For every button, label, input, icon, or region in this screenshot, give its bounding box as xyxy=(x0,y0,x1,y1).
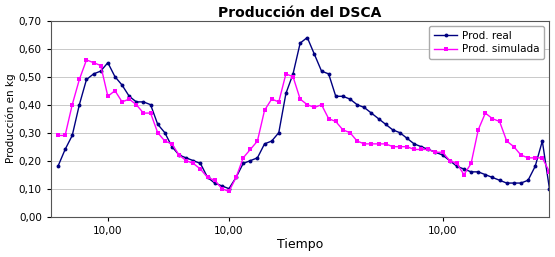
Prod. simulada xyxy=(211,179,218,182)
Line: Prod. real: Prod. real xyxy=(56,35,551,191)
Prod. real xyxy=(340,95,346,98)
Prod. simulada xyxy=(546,170,553,173)
Prod. simulada xyxy=(275,100,282,103)
Prod. simulada xyxy=(126,98,133,101)
Prod. real xyxy=(204,176,211,179)
Line: Prod. simulada: Prod. simulada xyxy=(56,58,552,194)
Prod. real xyxy=(54,165,61,168)
Prod. real xyxy=(304,36,311,39)
Prod. simulada xyxy=(489,117,496,120)
Prod. simulada xyxy=(340,128,346,131)
Prod. simulada xyxy=(176,153,183,157)
Title: Producción del DSCA: Producción del DSCA xyxy=(219,6,382,20)
Prod. simulada xyxy=(54,134,61,137)
Prod. real xyxy=(225,187,232,190)
Prod. real xyxy=(169,145,175,148)
Prod. simulada xyxy=(225,190,232,193)
Y-axis label: Producción en kg: Producción en kg xyxy=(6,74,16,163)
Prod. real xyxy=(119,84,125,87)
Legend: Prod. real, Prod. simulada: Prod. real, Prod. simulada xyxy=(429,26,544,59)
Prod. real xyxy=(489,176,496,179)
Prod. simulada xyxy=(83,58,90,61)
Prod. real xyxy=(268,140,275,143)
Prod. real xyxy=(546,187,553,190)
X-axis label: Tiempo: Tiempo xyxy=(277,238,323,251)
